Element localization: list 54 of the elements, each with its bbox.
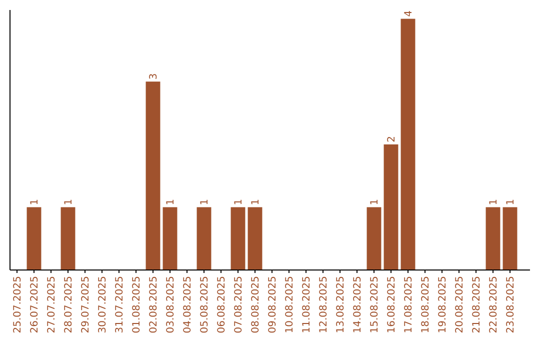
x-tick-label: 04.08.2025 — [182, 276, 194, 334]
data-label: 2 — [386, 136, 398, 142]
data-label: 1 — [250, 198, 262, 206]
bar — [146, 82, 160, 270]
x-tick-label: 11.08.2025 — [302, 276, 312, 334]
x-tick-label: 26.07.2025 — [30, 276, 40, 334]
data-label: 1 — [488, 198, 500, 206]
bar — [230, 207, 246, 270]
bar — [162, 207, 178, 270]
x-tick-label: 15.08.2025 — [370, 276, 380, 334]
bar — [26, 207, 42, 270]
bar — [400, 18, 416, 270]
x-tick-label: 02.08.2025 — [148, 276, 160, 334]
x-tick-label: 10.08.2025 — [284, 276, 296, 334]
x-tick-label: 22.08.2025 — [488, 276, 500, 334]
bar — [248, 207, 262, 270]
x-tick-label: 08.08.2025 — [250, 276, 262, 334]
x-tick-label: 13.08.2025 — [336, 276, 346, 334]
bar — [60, 207, 76, 270]
x-tick-label: 31.07.2025 — [114, 276, 126, 334]
data-label: 1 — [30, 198, 40, 206]
x-tick-label: 25.07.2025 — [12, 276, 24, 334]
x-tick-label: 01.08.2025 — [132, 276, 142, 334]
bar — [486, 207, 500, 270]
bar — [196, 207, 212, 270]
data-label: 1 — [166, 198, 176, 206]
data-label: 1 — [370, 198, 380, 206]
x-tick-label: 07.08.2025 — [234, 276, 244, 334]
x-tick-label: 28.07.2025 — [64, 276, 74, 334]
x-tick-label: 20.08.2025 — [454, 276, 466, 334]
data-label: 1 — [64, 198, 74, 206]
x-tick-label: 30.07.2025 — [98, 276, 108, 334]
x-tick-label: 16.08.2025 — [386, 276, 398, 334]
data-label: 1 — [234, 198, 244, 206]
x-tick-label: 05.08.2025 — [200, 276, 210, 334]
x-tick-label: 03.08.2025 — [166, 276, 176, 334]
bar — [366, 207, 382, 270]
data-label: 1 — [200, 198, 210, 206]
x-tick-label: 09.08.2025 — [268, 276, 278, 334]
x-tick-label: 06.08.2025 — [216, 276, 228, 334]
x-tick-label: 19.08.2025 — [438, 276, 448, 334]
x-tick-label: 21.08.2025 — [472, 276, 482, 334]
x-tick-label: 18.08.2025 — [420, 276, 432, 334]
bar — [502, 207, 518, 270]
x-tick-label: 14.08.2025 — [352, 276, 364, 334]
x-tick-label: 27.07.2025 — [46, 276, 58, 334]
data-label: 3 — [148, 73, 160, 80]
data-label: 1 — [506, 198, 516, 206]
bar — [384, 144, 398, 270]
x-tick-label: 17.08.2025 — [404, 276, 414, 334]
x-tick-label: 29.07.2025 — [80, 276, 92, 334]
data-label: 4 — [404, 10, 414, 17]
x-tick-label: 23.08.2025 — [506, 276, 516, 334]
x-tick-label: 12.08.2025 — [318, 276, 330, 334]
